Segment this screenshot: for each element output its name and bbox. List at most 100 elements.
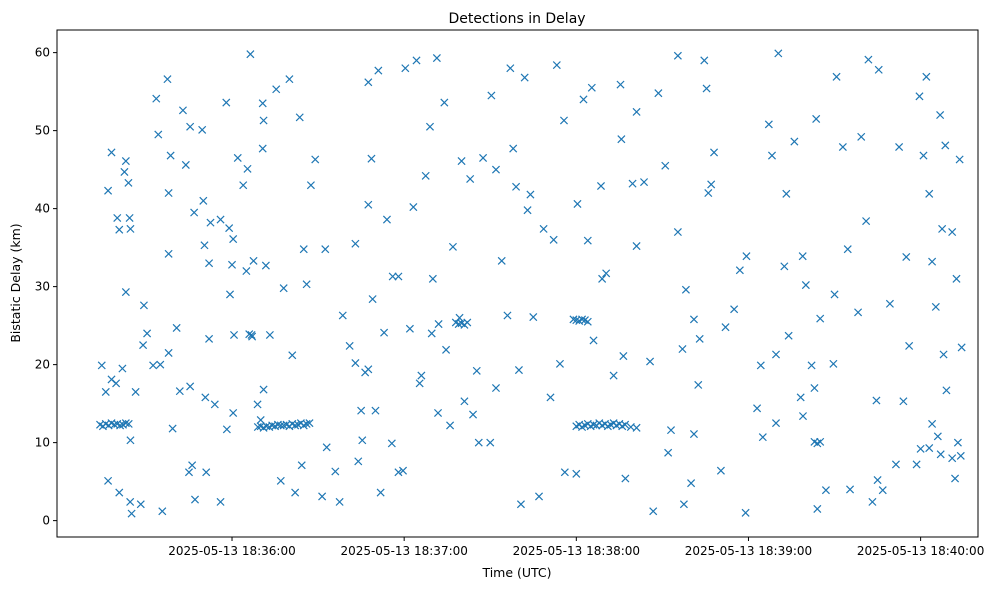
data-point-x-marker [654, 89, 663, 98]
data-point-x-marker [225, 290, 235, 299]
data-point-x-marker [136, 500, 145, 509]
data-point-x-marker [520, 73, 529, 82]
data-point-x-marker [112, 379, 121, 388]
data-point-x-marker [178, 106, 187, 115]
y-tick-label: 40 [35, 202, 50, 216]
data-point-x-marker [198, 125, 207, 134]
data-point-x-marker [121, 157, 130, 166]
data-point-x-marker [512, 182, 521, 191]
data-point-x-marker [338, 311, 347, 320]
data-point-x-marker [149, 361, 158, 370]
data-point-x-marker [448, 242, 457, 251]
data-point-x-marker [942, 386, 951, 395]
data-point-x-marker [526, 190, 535, 199]
data-point-x-marker [846, 485, 855, 494]
data-point-x-marker [695, 334, 704, 343]
data-point-x-marker [120, 167, 129, 176]
data-point-x-marker [796, 393, 805, 402]
data-point-x-marker [206, 218, 215, 227]
data-point-x-marker [681, 285, 690, 294]
data-point-x-marker [318, 492, 327, 501]
data-point-x-marker [816, 314, 825, 323]
data-point-x-marker [188, 461, 197, 470]
data-point-x-marker [928, 419, 937, 428]
data-point-x-marker [640, 178, 649, 187]
data-point-x-marker [649, 507, 658, 516]
data-point-x-marker [936, 450, 945, 459]
data-point-x-marker [813, 504, 822, 513]
data-point-x-marker [164, 188, 173, 198]
data-point-x-marker [248, 332, 257, 341]
data-point-x-marker [874, 65, 883, 74]
data-point-x-marker [230, 330, 239, 340]
data-point-x-marker [925, 189, 934, 198]
data-point-x-marker [702, 84, 711, 93]
data-point-x-marker [104, 186, 113, 195]
x-tick-label: 2025-05-13 18:36:00 [168, 544, 295, 558]
data-point-x-marker [295, 113, 304, 122]
data-point-x-marker [487, 91, 496, 100]
data-point-x-marker [899, 397, 908, 406]
data-point-x-marker [491, 383, 501, 393]
x-tick-label: 2025-05-13 18:40:00 [857, 544, 984, 558]
data-point-x-marker [632, 107, 641, 116]
data-point-x-marker [801, 281, 810, 290]
data-point-x-marker [259, 385, 268, 394]
data-point-x-marker [673, 227, 682, 237]
data-point-x-marker [689, 430, 698, 439]
y-tick-label: 30 [35, 280, 50, 294]
data-point-x-marker [433, 408, 443, 418]
data-point-x-marker [364, 365, 373, 374]
data-point-x-marker [617, 135, 626, 144]
data-point-x-marker [427, 329, 436, 338]
data-point-x-marker [948, 454, 957, 463]
data-point-x-marker [589, 336, 598, 345]
data-point-x-marker [552, 61, 561, 70]
data-point-x-marker [955, 155, 964, 164]
data-point-x-marker [885, 299, 894, 308]
data-point-x-marker [253, 400, 262, 409]
y-tick-label: 60 [35, 46, 50, 60]
data-point-x-marker [810, 383, 819, 393]
data-point-x-marker [139, 301, 148, 310]
data-point-x-marker [569, 315, 578, 324]
data-point-x-marker [368, 295, 377, 304]
data-point-x-marker [782, 189, 791, 198]
data-point-x-marker [376, 488, 385, 497]
data-point-x-marker [166, 151, 175, 160]
data-point-x-marker [126, 497, 135, 506]
data-point-x-marker [931, 302, 940, 311]
data-point-x-marker [306, 181, 315, 190]
data-point-x-marker [539, 224, 548, 233]
data-point-x-marker [229, 408, 238, 418]
x-tick-label: 2025-05-13 18:38:00 [513, 544, 640, 558]
data-point-x-marker [121, 288, 130, 297]
plot-area [56, 29, 979, 538]
data-point-x-marker [666, 426, 676, 435]
data-point-x-marker [948, 227, 957, 237]
data-point-x-marker [616, 80, 625, 89]
data-point-x-marker [357, 406, 366, 415]
data-point-x-marker [261, 261, 270, 270]
data-point-x-marker [181, 160, 190, 169]
data-point-x-marker [529, 313, 538, 322]
data-point-x-marker [124, 419, 133, 428]
data-point-x-marker [816, 437, 825, 446]
data-point-x-marker [767, 151, 777, 160]
data-point-x-marker [939, 350, 948, 359]
data-point-x-marker [126, 224, 135, 233]
data-point-x-marker [186, 382, 195, 391]
data-point-x-marker [398, 466, 408, 475]
data-point-x-marker [730, 305, 739, 314]
data-point-x-marker [351, 239, 360, 248]
data-point-x-marker [239, 181, 248, 190]
data-point-x-marker [288, 351, 297, 360]
data-point-x-marker [915, 92, 924, 101]
data-point-x-marker [156, 360, 165, 369]
data-point-x-marker [678, 344, 687, 354]
data-point-x-marker [139, 341, 148, 350]
data-point-x-marker [632, 423, 641, 432]
x-tick-label: 2025-05-13 18:37:00 [340, 544, 467, 558]
data-point-x-marker [953, 438, 962, 447]
data-point-x-marker [265, 330, 274, 340]
